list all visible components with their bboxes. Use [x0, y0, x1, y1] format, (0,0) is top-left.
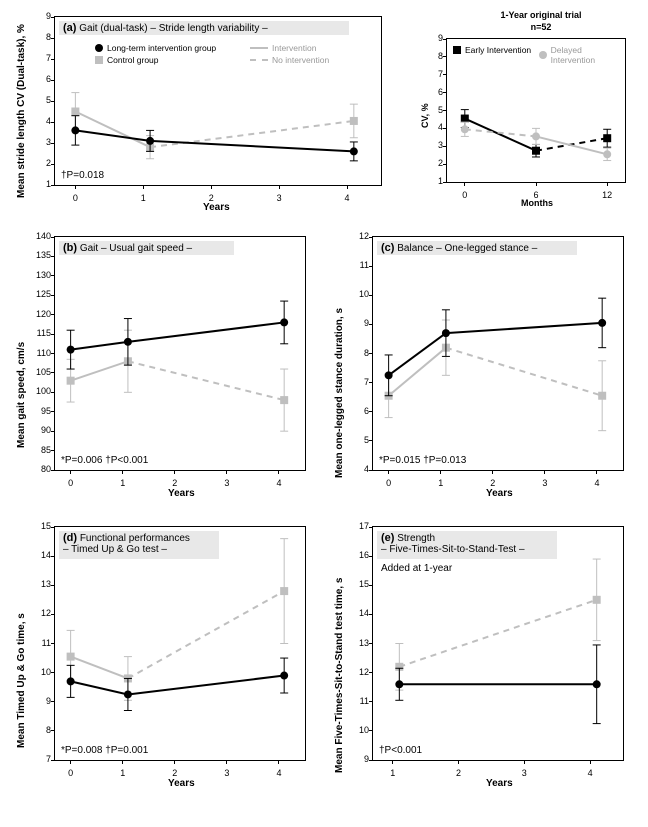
svg-e [373, 527, 623, 760]
svg-a [55, 17, 381, 185]
xlabel-b: Years [168, 488, 195, 499]
plot-d: (d) Functional performances– Timed Up & … [54, 526, 306, 761]
svg-d [55, 527, 305, 760]
plot-c: (c) Balance – One-legged stance – *P=0.0… [372, 236, 624, 471]
plot-b: (b) Gait – Usual gait speed – *P=0.006 †… [54, 236, 306, 471]
panel-d: Mean Timed Up & Go time, s (d) Functiona… [8, 518, 318, 798]
ylabel-b: Mean gait speed, cm/s [16, 342, 27, 448]
svg-inset [447, 39, 625, 182]
svg-c [373, 237, 623, 470]
panel-inset: 1-Year original trial n=52 CV, % Early I… [406, 8, 636, 218]
xlabel-e: Years [486, 778, 513, 789]
panel-c: Mean one-legged stance duration, s (c) B… [326, 228, 636, 508]
xlabel-a: Years [203, 202, 230, 213]
xlabel-inset: Months [521, 198, 553, 208]
xlabel-d: Years [168, 778, 195, 789]
plot-a: (a) Gait (dual-task) – Stride length var… [54, 16, 382, 186]
inset-title2: n=52 [466, 22, 616, 32]
ylabel-a: Mean stride length CV (Dual-task), % [16, 24, 27, 198]
plot-e: (e) Strength– Five-Times-Sit-to-Stand-Te… [372, 526, 624, 761]
ylabel-e: Mean Five-Times-Sit-to-Stand test time, … [334, 578, 345, 773]
plot-inset: Early Intervention Delayed Intervention … [446, 38, 626, 183]
inset-title1: 1-Year original trial [466, 10, 616, 20]
panel-a: Mean stride length CV (Dual-task), % (a)… [8, 8, 398, 218]
svg-b [55, 237, 305, 470]
ylabel-c: Mean one-legged stance duration, s [334, 308, 345, 478]
ylabel-d: Mean Timed Up & Go time, s [16, 613, 27, 748]
panel-e: Mean Five-Times-Sit-to-Stand test time, … [326, 518, 636, 798]
panel-b: Mean gait speed, cm/s (b) Gait – Usual g… [8, 228, 318, 508]
xlabel-c: Years [486, 488, 513, 499]
